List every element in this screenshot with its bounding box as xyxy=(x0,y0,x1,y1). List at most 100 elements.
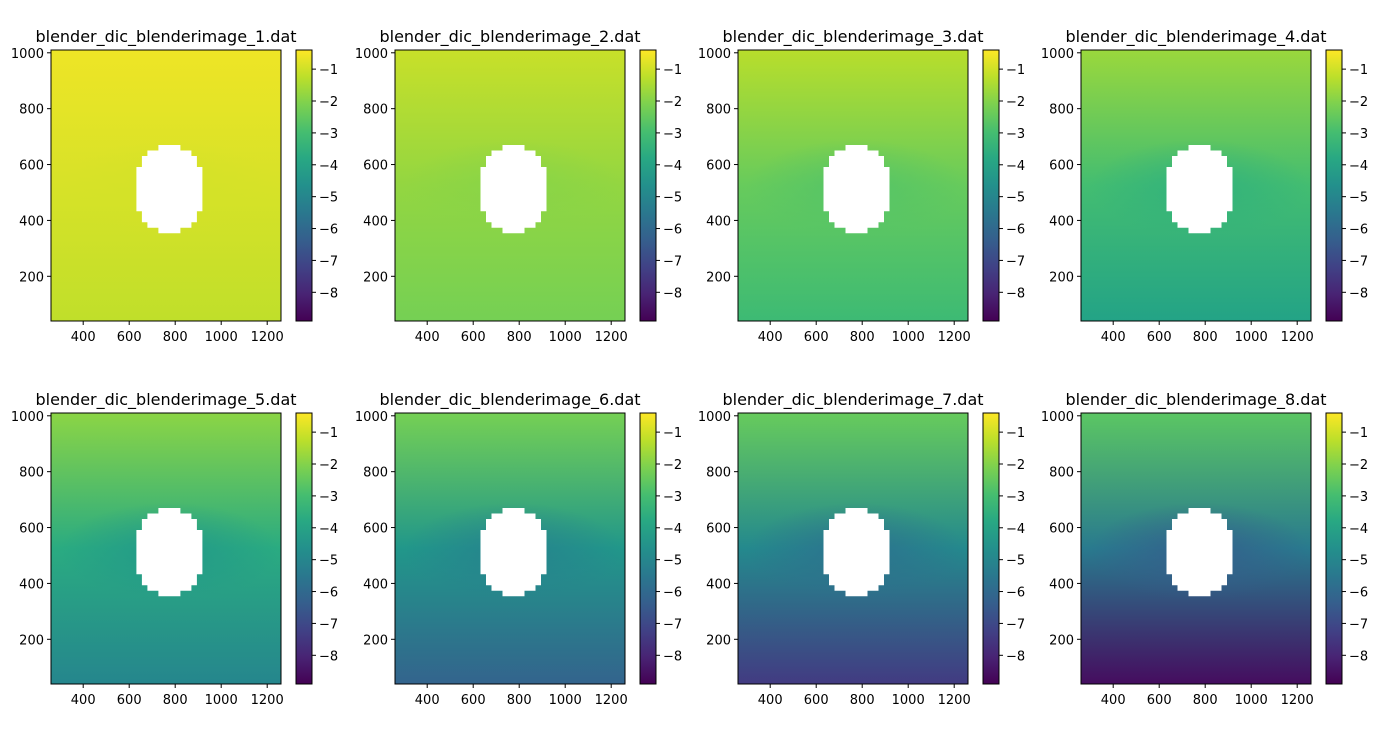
x-tick-label: 800 xyxy=(507,330,532,345)
colorbar-tick-label: −7 xyxy=(319,617,338,632)
x-tick-label: 1200 xyxy=(595,693,628,708)
x-tick-label: 800 xyxy=(850,693,875,708)
y-tick-label: 800 xyxy=(1049,466,1074,481)
colorbar-tick-label: −1 xyxy=(663,63,682,78)
x-tick-label: 800 xyxy=(507,693,532,708)
x-tick-label: 1200 xyxy=(1281,693,1314,708)
colorbar-tick-label: −6 xyxy=(1006,223,1025,238)
subplot-title: blender_dic_blenderimage_7.dat xyxy=(722,390,983,410)
subplot-title: blender_dic_blenderimage_6.dat xyxy=(379,390,640,410)
colorbar-tick-label: −3 xyxy=(663,127,682,142)
x-tick-label: 800 xyxy=(850,330,875,345)
specimen-hole xyxy=(823,508,890,597)
colorbar-tick-label: −2 xyxy=(1349,95,1368,110)
axes-frame xyxy=(394,412,626,685)
y-tick-label: 1000 xyxy=(1041,47,1074,62)
colorbar-tick-label: −5 xyxy=(1006,191,1025,206)
specimen-hole xyxy=(480,508,547,597)
colorbar-tick-label: −5 xyxy=(319,554,338,569)
x-tick-label: 1200 xyxy=(595,330,628,345)
colorbar xyxy=(1325,412,1343,685)
x-tick-label: 1200 xyxy=(251,693,284,708)
colorbar-tick-label: −1 xyxy=(1349,426,1368,441)
x-tick-label: 1000 xyxy=(1235,693,1268,708)
colorbar-tick-label: −3 xyxy=(1006,490,1025,505)
x-tick-label: 600 xyxy=(804,330,829,345)
y-tick-label: 400 xyxy=(363,214,388,229)
axes-frame xyxy=(1080,49,1312,322)
subplot-5: blender_dic_blenderimage_5.dat 400 600 800 1… xyxy=(11,390,338,708)
x-tick-label: 1000 xyxy=(892,330,925,345)
colorbar-tick-label: −4 xyxy=(1349,522,1368,537)
x-tick-label: 400 xyxy=(71,330,96,345)
subplot-2: blender_dic_blenderimage_2.dat 400 600 800 1… xyxy=(355,27,682,345)
y-tick-label: 600 xyxy=(706,522,731,537)
axes-frame xyxy=(50,412,282,685)
colorbar-tick-label: −8 xyxy=(1349,286,1368,301)
y-tick-label: 200 xyxy=(363,633,388,648)
x-tick-label: 1000 xyxy=(1235,330,1268,345)
specimen-hole xyxy=(1166,508,1233,597)
colorbar-tick-label: −2 xyxy=(319,95,338,110)
x-tick-label: 400 xyxy=(1101,330,1126,345)
colorbar-tick-label: −3 xyxy=(663,490,682,505)
x-tick-label: 600 xyxy=(461,330,486,345)
colorbar-tick-label: −2 xyxy=(319,458,338,473)
y-tick-label: 600 xyxy=(1049,159,1074,174)
y-tick-label: 200 xyxy=(363,270,388,285)
colorbar-tick-label: −2 xyxy=(1349,458,1368,473)
colorbar-tick-label: −5 xyxy=(1349,191,1368,206)
colorbar-tick-label: −4 xyxy=(663,522,682,537)
y-tick-label: 600 xyxy=(706,159,731,174)
x-tick-label: 1000 xyxy=(549,330,582,345)
colorbar-tick-label: −4 xyxy=(319,159,338,174)
colorbar-tick-label: −6 xyxy=(663,223,682,238)
x-tick-label: 600 xyxy=(1147,330,1172,345)
colorbar-tick-label: −6 xyxy=(663,586,682,601)
y-tick-label: 400 xyxy=(19,214,44,229)
colorbar-tick-label: −7 xyxy=(1006,617,1025,632)
y-tick-label: 200 xyxy=(1049,270,1074,285)
colorbar xyxy=(639,49,657,322)
axes-frame xyxy=(737,412,969,685)
colorbar-tick-label: −7 xyxy=(1349,617,1368,632)
colorbar-tick-label: −3 xyxy=(1349,127,1368,142)
x-tick-label: 1000 xyxy=(205,330,238,345)
x-tick-label: 400 xyxy=(758,330,783,345)
specimen-hole xyxy=(1166,145,1233,234)
y-tick-label: 1000 xyxy=(11,410,44,425)
colorbar-tick-label: −3 xyxy=(319,127,338,142)
colorbar-tick-label: −5 xyxy=(1349,554,1368,569)
y-tick-label: 800 xyxy=(706,103,731,118)
y-tick-label: 200 xyxy=(706,270,731,285)
colorbar-tick-label: −3 xyxy=(1006,127,1025,142)
y-tick-label: 800 xyxy=(363,466,388,481)
x-tick-label: 800 xyxy=(1193,330,1218,345)
x-tick-label: 600 xyxy=(117,693,142,708)
x-tick-label: 1000 xyxy=(892,693,925,708)
axes-frame xyxy=(1080,412,1312,685)
colorbar-tick-label: −5 xyxy=(663,191,682,206)
colorbar-tick-label: −5 xyxy=(1006,554,1025,569)
y-tick-label: 400 xyxy=(363,577,388,592)
x-tick-label: 400 xyxy=(1101,693,1126,708)
subplot-4: blender_dic_blenderimage_4.dat 400 600 800 1… xyxy=(1041,27,1368,345)
y-tick-label: 1000 xyxy=(698,410,731,425)
colorbar-tick-label: −6 xyxy=(1349,223,1368,238)
specimen-hole xyxy=(480,145,547,234)
colorbar xyxy=(639,412,657,685)
colorbar xyxy=(982,412,1000,685)
colorbar-tick-label: −8 xyxy=(1349,649,1368,664)
x-tick-label: 600 xyxy=(1147,693,1172,708)
y-tick-label: 600 xyxy=(19,159,44,174)
y-tick-label: 1000 xyxy=(11,47,44,62)
colorbar xyxy=(1325,49,1343,322)
x-tick-label: 1000 xyxy=(205,693,238,708)
colorbar-tick-label: −6 xyxy=(1006,586,1025,601)
x-tick-label: 1200 xyxy=(1281,330,1314,345)
colorbar-tick-label: −6 xyxy=(319,586,338,601)
x-tick-label: 800 xyxy=(163,693,188,708)
colorbar-tick-label: −7 xyxy=(319,254,338,269)
subplot-6: blender_dic_blenderimage_6.dat 400 600 800 1… xyxy=(355,390,682,708)
x-tick-label: 400 xyxy=(415,693,440,708)
